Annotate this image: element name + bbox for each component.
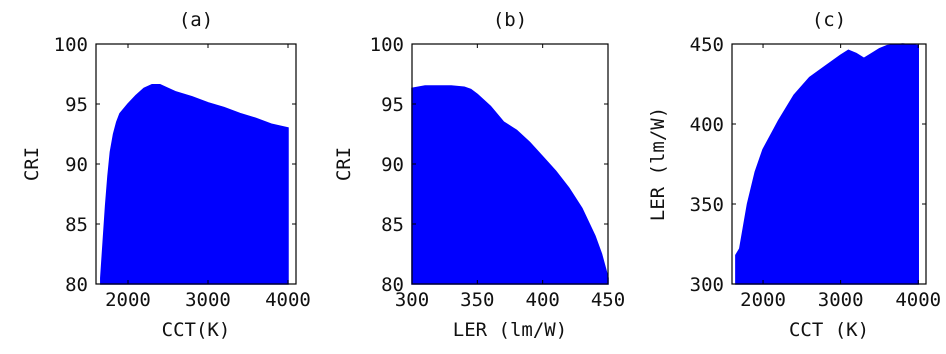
x-tick-label: 2000	[740, 289, 786, 311]
y-axis-label: LER (lm/W)	[647, 107, 669, 221]
y-tick-label: 80	[381, 274, 404, 296]
panel-title: (a)	[179, 9, 213, 31]
y-tick-label: 95	[65, 94, 88, 116]
x-tick-label: 2000	[105, 289, 151, 311]
x-tick-label: 3000	[818, 289, 864, 311]
y-tick-label: 90	[65, 154, 88, 176]
y-tick-label: 85	[381, 214, 404, 236]
y-tick-label: 90	[381, 154, 404, 176]
panel-title: (b)	[493, 9, 527, 31]
plot-frame	[731, 43, 927, 285]
y-axis-label: CRI	[21, 147, 43, 181]
y-axis-label: CRI	[333, 147, 355, 181]
y-tick-label: 400	[690, 114, 724, 136]
y-tick-label: 100	[370, 34, 404, 56]
chart-panel-2: 300 350 400 450 80 85 90 95 100 (b) LER (lm/W) CRI	[333, 9, 625, 341]
area-series-2-1	[411, 85, 609, 285]
x-tick-label: 4000	[265, 289, 311, 311]
x-axis-label: CCT (K)	[789, 319, 869, 341]
y-tick-label: 300	[690, 274, 724, 296]
x-tick-label: 350	[460, 289, 494, 311]
x-tick-label: 300	[395, 289, 429, 311]
y-tick-label: 450	[690, 34, 724, 56]
chart-panel-1: 2000 3000 4000 80 85 90 95 100 (a) CCT(K) CRI	[21, 9, 311, 341]
x-tick-label: 400	[526, 289, 560, 311]
y-tick-label: 80	[65, 274, 88, 296]
x-tick-label: 450	[591, 289, 625, 311]
x-tick-label: 4000	[895, 289, 941, 311]
area-series-1-1	[100, 84, 289, 285]
y-tick-label: 100	[54, 34, 88, 56]
y-tick-label: 85	[65, 214, 88, 236]
x-tick-label: 3000	[185, 289, 231, 311]
y-tick-label: 95	[381, 94, 404, 116]
chart-panel-3: 2000 3000 4000 300 350 400 450 (c) CCT (K) LER (l…	[647, 9, 941, 341]
panel-title: (c)	[812, 9, 846, 31]
x-axis-label: CCT(K)	[162, 319, 231, 341]
y-tick-label: 350	[690, 194, 724, 216]
area-series-3-1	[735, 43, 919, 285]
x-axis-label: LER (lm/W)	[453, 319, 567, 341]
